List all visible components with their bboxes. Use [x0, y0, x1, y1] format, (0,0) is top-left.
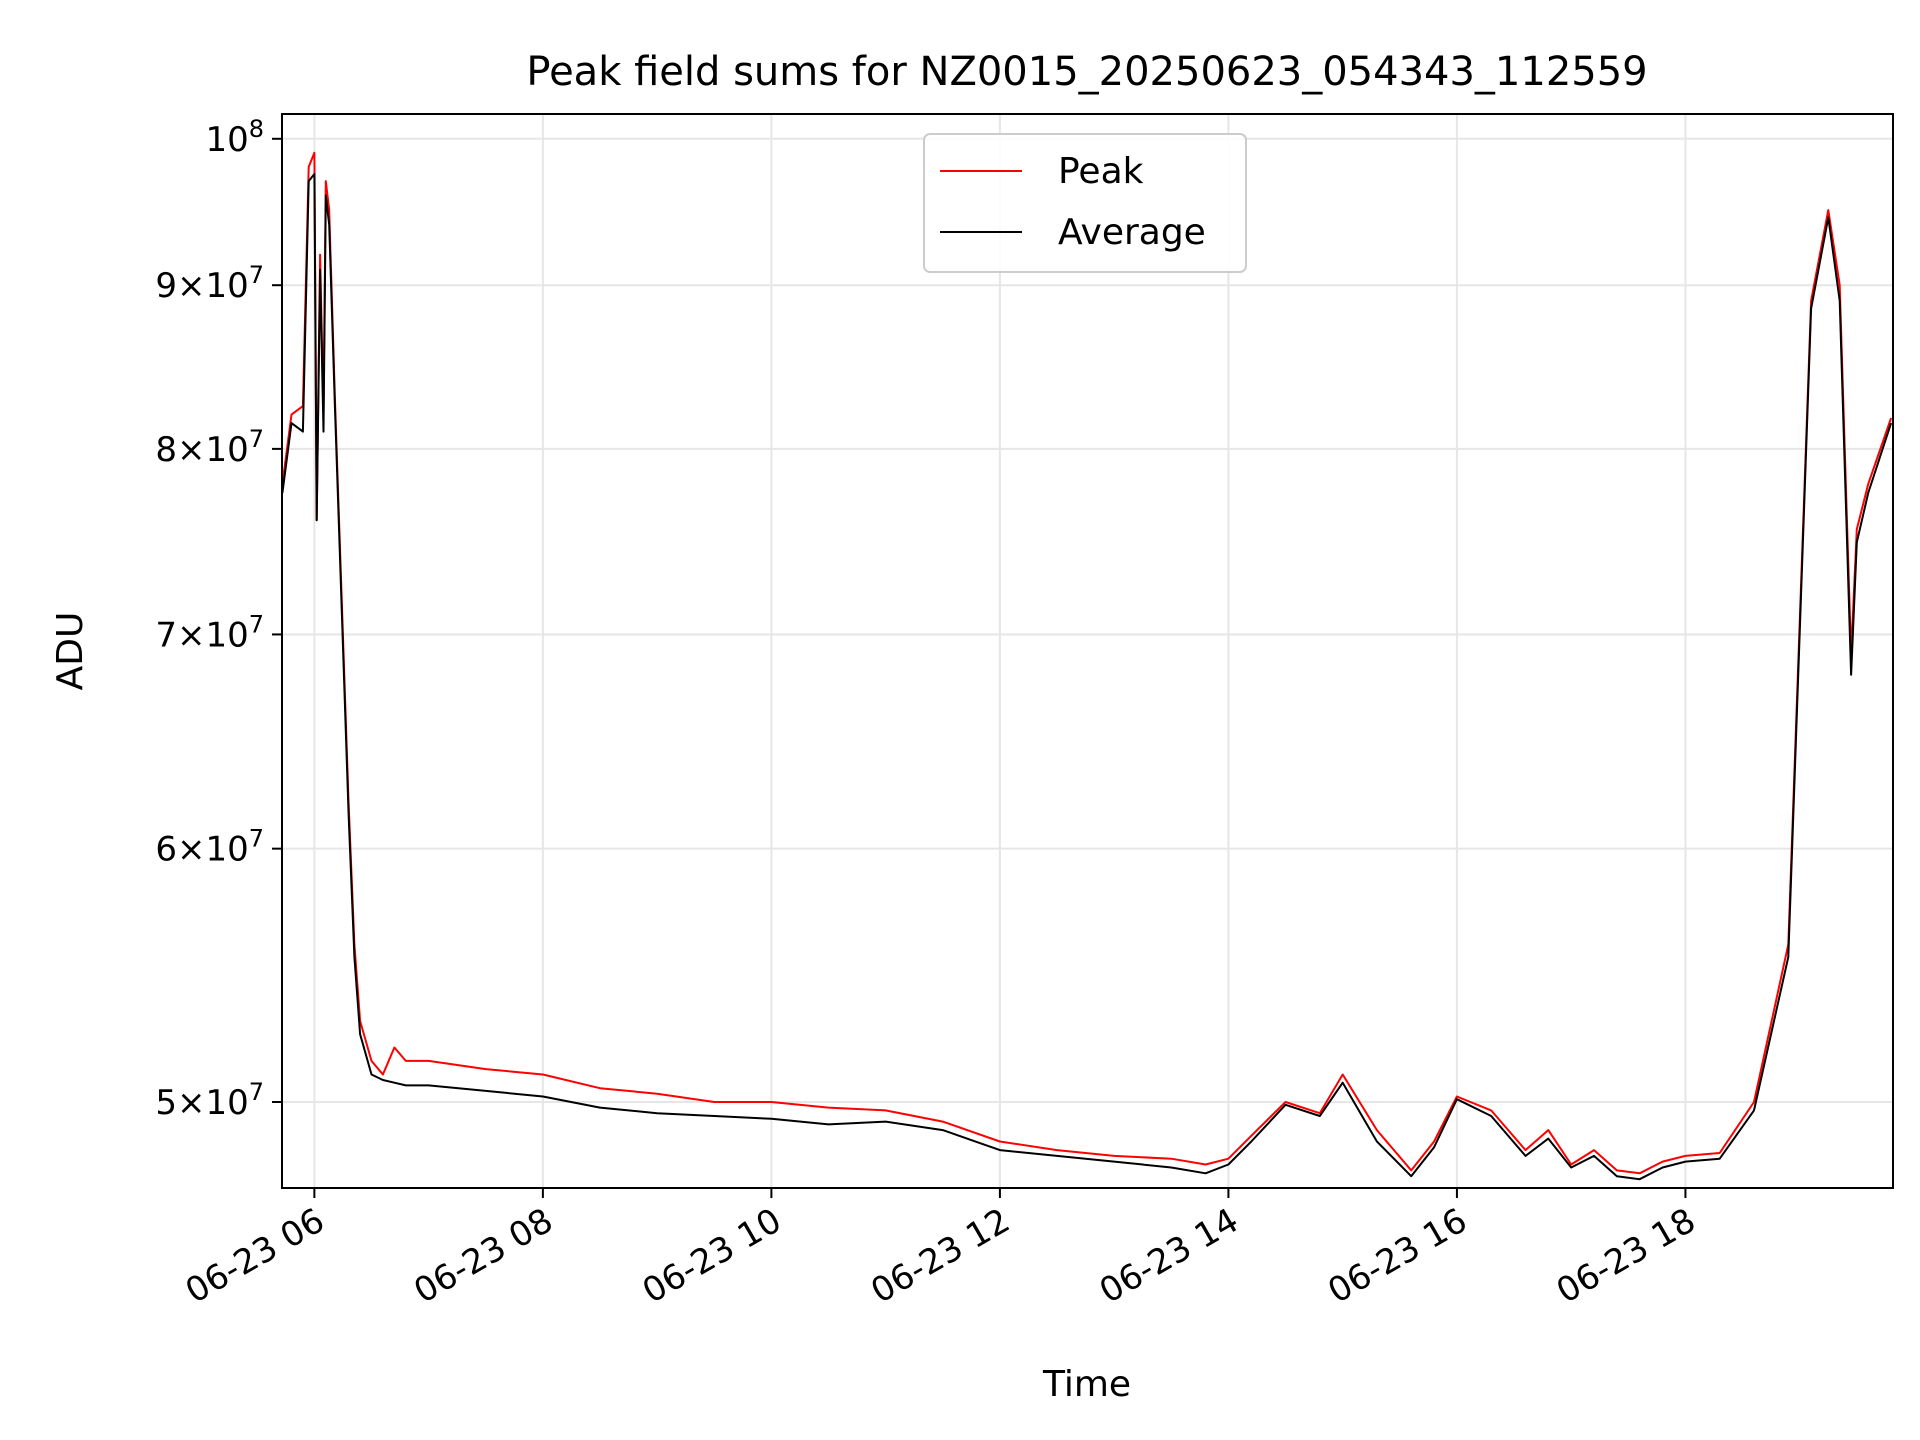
series-line-average [281, 173, 1893, 1181]
y-tick-label: 5×107 [155, 1078, 264, 1123]
series-layer [281, 151, 1893, 1181]
y-tick-label: 9×107 [155, 261, 264, 306]
chart-title: Peak field sums for NZ0015_20250623_0543… [526, 49, 1647, 95]
y-tick-label: 6×107 [155, 825, 264, 870]
y-tick-label: 8×107 [155, 425, 264, 470]
y-tick-label: 7×107 [155, 610, 264, 655]
legend-peak-label: Peak [1058, 151, 1144, 192]
legend: Peak Average [923, 133, 1247, 273]
x-axis-label: Time [1042, 1364, 1131, 1405]
y-tick-label: 108 [205, 115, 264, 160]
legend-average-label: Average [1058, 212, 1206, 253]
y-axis-label: ADU [50, 612, 91, 691]
plot-frame [281, 113, 1894, 1189]
legend-box [923, 133, 1247, 273]
y-axis-ticks: 5×107 6×107 7×107 8×107 9×107 108 [155, 115, 282, 1123]
grid [282, 114, 1893, 1188]
